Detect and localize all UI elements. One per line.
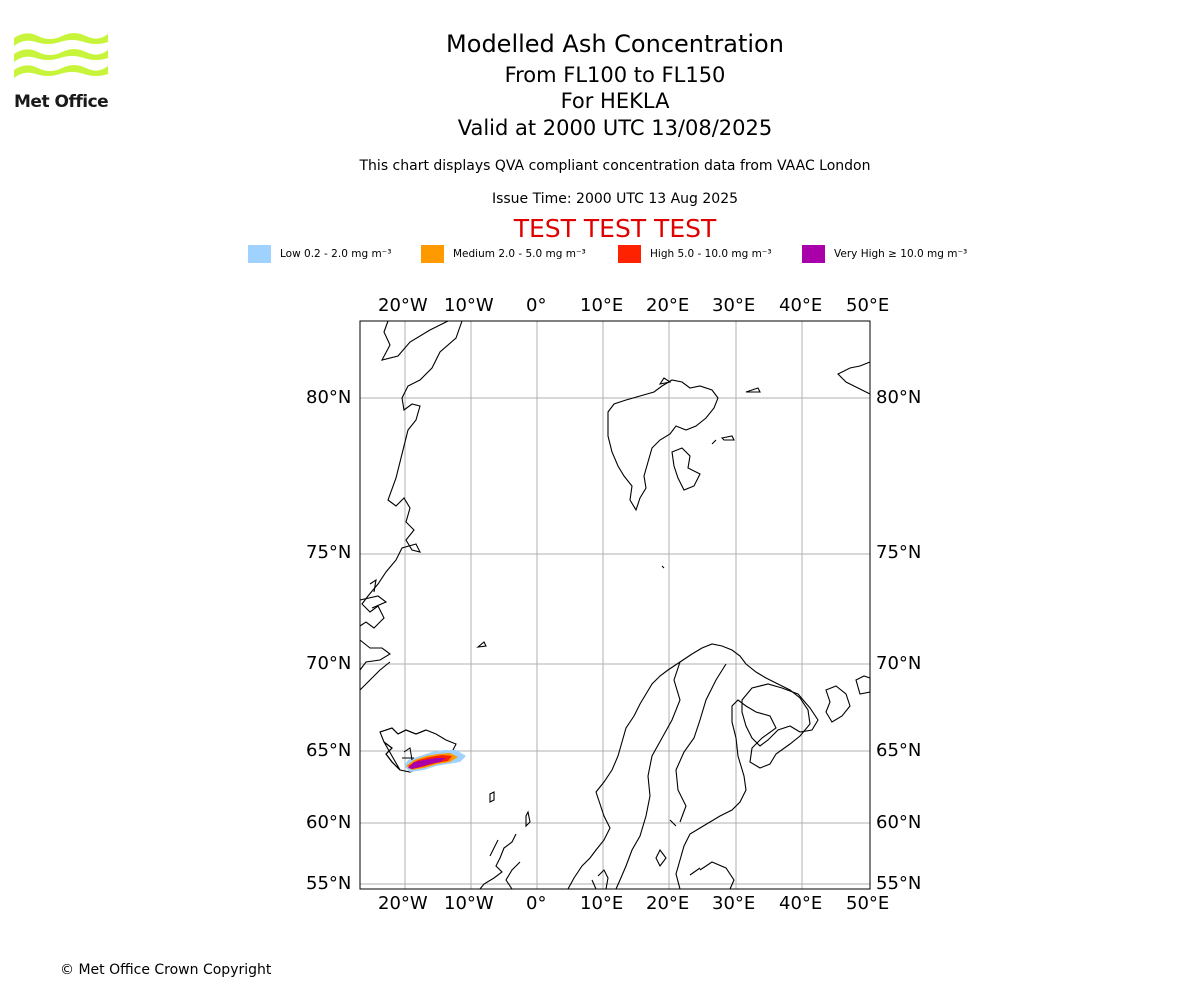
graticule bbox=[360, 321, 870, 889]
legend-item-medium: Medium 2.0 - 5.0 mg m⁻³ bbox=[421, 244, 586, 264]
lon-tick-bottom: 30°E bbox=[712, 893, 756, 914]
lon-tick-top: 0° bbox=[526, 295, 547, 316]
lat-tick-left: 60°N bbox=[306, 812, 352, 833]
met-office-logo-icon bbox=[14, 33, 108, 78]
chart-description: This chart displays QVA compliant concen… bbox=[359, 158, 871, 174]
lon-tick-bottom: 20°E bbox=[646, 893, 690, 914]
legend-label-high: High 5.0 - 10.0 mg m⁻³ bbox=[650, 248, 772, 260]
lat-tick-right: 80°N bbox=[876, 387, 922, 408]
legend-swatch-high bbox=[618, 245, 641, 263]
lat-tick-right: 65°N bbox=[876, 740, 922, 761]
legend-item-low: Low 0.2 - 2.0 mg m⁻³ bbox=[248, 244, 391, 264]
issue-time: Issue Time: 2000 UTC 13 Aug 2025 bbox=[491, 191, 739, 207]
ash-plume-very-high bbox=[408, 758, 446, 769]
ash-plume bbox=[404, 750, 466, 772]
lat-tick-left: 65°N bbox=[306, 740, 352, 761]
lon-tick-top: 40°E bbox=[779, 295, 823, 316]
lon-tick-bottom: 10°E bbox=[580, 893, 624, 914]
lon-tick-top: 10°E bbox=[580, 295, 624, 316]
met-office-logo-text: Met Office bbox=[14, 92, 109, 112]
legend-item-high: High 5.0 - 10.0 mg m⁻³ bbox=[618, 244, 772, 264]
legend-label-low: Low 0.2 - 2.0 mg m⁻³ bbox=[280, 248, 392, 260]
test-banner: TEST TEST TEST bbox=[513, 214, 717, 243]
volcano-name: For HEKLA bbox=[560, 89, 670, 113]
lat-tick-left: 70°N bbox=[306, 653, 352, 674]
lat-tick-right: 70°N bbox=[876, 653, 922, 674]
legend-label-very-high: Very High ≥ 10.0 mg m⁻³ bbox=[834, 248, 968, 260]
lon-tick-top: 20°W bbox=[378, 295, 428, 316]
lon-tick-top: 20°E bbox=[646, 295, 690, 316]
legend-swatch-medium bbox=[421, 245, 444, 263]
legend-item-very-high: Very High ≥ 10.0 mg m⁻³ bbox=[802, 244, 967, 264]
map-frame bbox=[359, 320, 871, 890]
lon-tick-bottom: 10°W bbox=[444, 893, 494, 914]
copyright-notice: © Met Office Crown Copyright bbox=[60, 962, 272, 978]
lat-tick-right: 55°N bbox=[876, 873, 922, 894]
lon-tick-bottom: 20°W bbox=[378, 893, 428, 914]
lon-tick-bottom: 50°E bbox=[846, 893, 890, 914]
flight-level-range: From FL100 to FL150 bbox=[504, 63, 726, 87]
lat-tick-left: 75°N bbox=[306, 542, 352, 563]
lat-tick-right: 75°N bbox=[876, 542, 922, 563]
legend-label-medium: Medium 2.0 - 5.0 mg m⁻³ bbox=[453, 248, 586, 260]
lon-tick-top: 30°E bbox=[712, 295, 756, 316]
lon-tick-top: 50°E bbox=[846, 295, 890, 316]
coastlines bbox=[359, 320, 871, 890]
lon-tick-top: 10°W bbox=[444, 295, 494, 316]
valid-time: Valid at 2000 UTC 13/08/2025 bbox=[457, 116, 773, 140]
lat-tick-left: 80°N bbox=[306, 387, 352, 408]
lon-tick-bottom: 0° bbox=[526, 893, 547, 914]
lat-tick-left: 55°N bbox=[306, 873, 352, 894]
legend-swatch-low bbox=[248, 245, 271, 263]
chart-title: Modelled Ash Concentration bbox=[446, 30, 784, 58]
lon-tick-bottom: 40°E bbox=[779, 893, 823, 914]
lat-tick-right: 60°N bbox=[876, 812, 922, 833]
legend-swatch-very-high bbox=[802, 245, 825, 263]
